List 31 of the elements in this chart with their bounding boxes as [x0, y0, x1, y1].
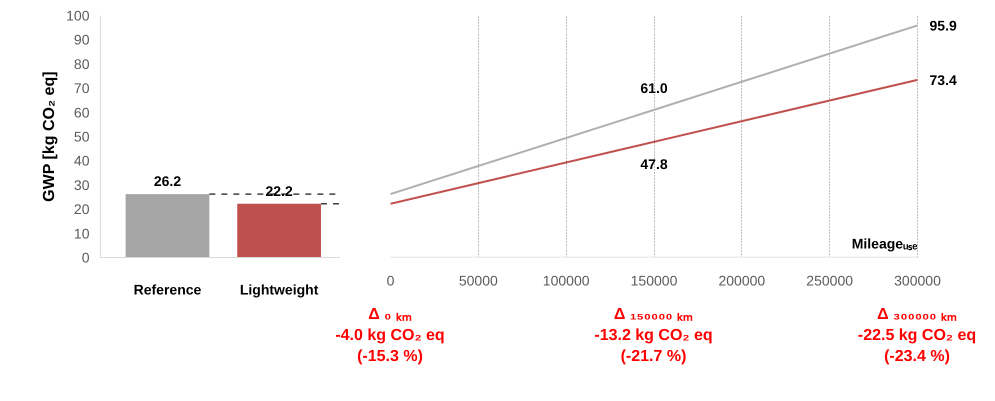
y-tick-label: 30	[74, 176, 90, 193]
data-label: 61.0	[640, 80, 668, 96]
x-tick-label: 250000	[806, 272, 854, 288]
text: Δ ₃₀₀₀₀₀ ₖₘ -22.5 kg CO₂ eq (-23.4 %)	[858, 305, 976, 367]
y-tick-label: 10	[74, 225, 90, 242]
text: Δ ₁₅₀₀₀₀ ₖₘ -13.2 kg CO₂ eq (-21.7 %)	[594, 305, 713, 367]
y-tick-label: 80	[74, 56, 90, 72]
text: Δ ₀ ₖₘ -4.0 kg CO₂ eq (-15.3 %)	[335, 305, 445, 367]
data-label: 47.8	[640, 156, 668, 172]
data-label: 73.4	[930, 72, 957, 88]
x-tick-label: 50000	[458, 272, 498, 288]
x-tick-label: 100000	[542, 272, 590, 288]
x-tick-label: Reference	[134, 282, 202, 298]
x-tick-label: Lightweight	[240, 282, 319, 298]
y-tick-label: 90	[74, 32, 90, 48]
data-label: 22.2	[265, 182, 293, 199]
x-tick-label: 200000	[718, 272, 766, 288]
y-tick-label: 100	[66, 8, 90, 24]
y-tick-label: 50	[74, 128, 90, 144]
data-label: 95.9	[930, 17, 957, 34]
y-tick-label: 60	[74, 104, 90, 120]
y-tick-label: 70	[74, 80, 90, 96]
y-tick-label: 20	[74, 201, 90, 218]
x-axis-title: Mileageᵤₛₑ	[852, 236, 918, 252]
y-tick-label: 40	[74, 152, 90, 169]
y-tick-label: 0	[82, 250, 90, 266]
data-label: 26.2	[154, 173, 182, 190]
x-tick-label: 0	[386, 272, 395, 288]
x-tick-label: 300000	[894, 272, 942, 288]
y-axis-title: GWP [kg CO₂ eq]	[41, 71, 58, 202]
x-tick-label: 150000	[630, 272, 678, 288]
